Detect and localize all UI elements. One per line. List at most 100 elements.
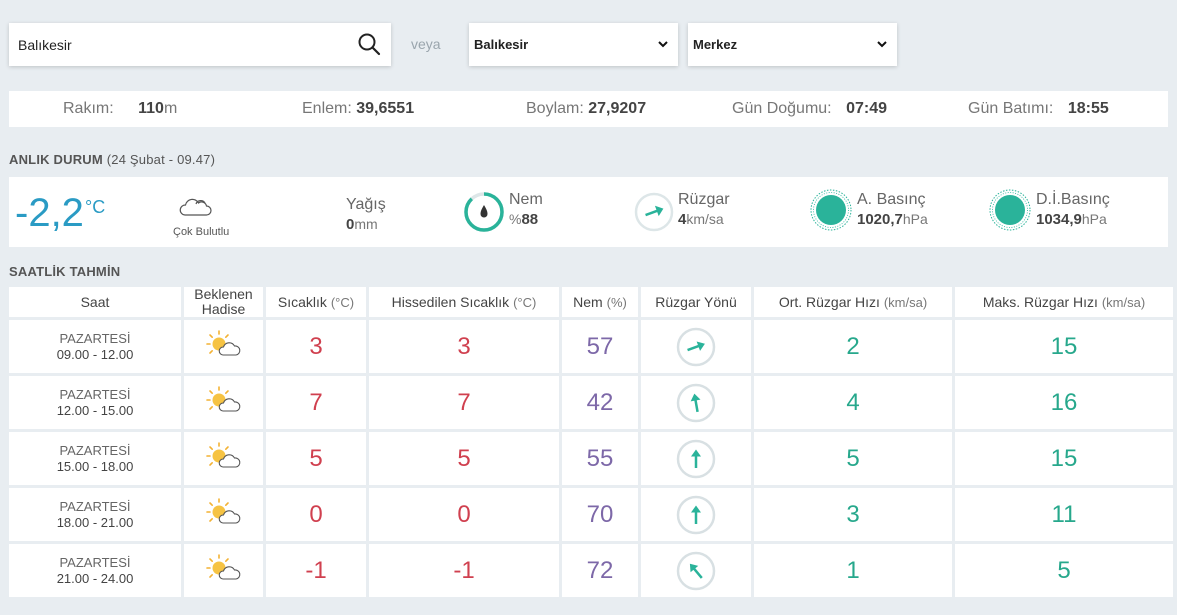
chevron-down-icon xyxy=(877,41,887,48)
event-cell xyxy=(184,488,263,541)
wind-direction-arrow-icon xyxy=(676,439,716,478)
avg-wind-cell: 5 xyxy=(754,432,952,485)
pressure-value: 1020,7hPa xyxy=(857,211,928,228)
humidity-gauge-icon xyxy=(464,192,504,232)
forecast-title: SAATLİK TAHMİN xyxy=(9,264,121,279)
province-select-value: Balıkesir xyxy=(474,37,529,52)
humidity-cell: 57 xyxy=(562,320,638,373)
temperature-cell: 0 xyxy=(266,488,366,541)
wind-value: 4km/sa xyxy=(678,211,724,228)
partly-cloudy-sun-icon xyxy=(205,498,240,524)
col-header-avg-wind: Ort. Rüzgar Hızı (km/sa) xyxy=(754,287,952,317)
day-label: PAZARTESİ xyxy=(59,498,131,514)
time-range: 15.00 - 18.00 xyxy=(56,458,134,474)
longitude: Boylam: 27,9207 xyxy=(526,100,647,117)
sunset: Gün Batımı: 18:55 xyxy=(968,100,1109,117)
cloudy-icon xyxy=(179,198,212,216)
district-select-value: Merkez xyxy=(693,37,738,52)
wind-direction-arrow-icon xyxy=(676,383,716,422)
time-range: 09.00 - 12.00 xyxy=(56,346,134,362)
avg-wind-cell: 4 xyxy=(754,376,952,429)
sea-pressure-gauge-icon xyxy=(989,189,1031,231)
max-wind-cell: 11 xyxy=(955,488,1173,541)
wind-direction-cell xyxy=(641,488,751,541)
col-header-humidity: Nem (%) xyxy=(562,287,638,317)
time-cell: PAZARTESİ 12.00 - 15.00 xyxy=(9,376,181,429)
max-wind-cell: 16 xyxy=(955,376,1173,429)
temperature-cell: 3 xyxy=(266,320,366,373)
col-header-wind-direction: Rüzgar Yönü xyxy=(641,287,751,317)
table-row: PAZARTESİ 09.00 - 12.00 3 3 57 2 15 xyxy=(9,320,1173,373)
wind-direction-cell xyxy=(641,320,751,373)
wind-direction-arrow-icon xyxy=(676,327,716,366)
pressure-label: A. Basınç xyxy=(857,191,926,208)
humidity-label: Nem xyxy=(509,191,543,208)
avg-wind-cell: 1 xyxy=(754,544,952,597)
partly-cloudy-sun-icon xyxy=(205,330,240,356)
or-label: veya xyxy=(411,36,441,52)
search-input[interactable] xyxy=(9,23,348,66)
max-wind-cell: 15 xyxy=(955,432,1173,485)
feels-like-cell: 5 xyxy=(369,432,559,485)
current-date: 24 Şubat - 09.47 xyxy=(111,152,211,167)
col-header-time: Saat xyxy=(9,287,181,317)
feels-like-cell: -1 xyxy=(369,544,559,597)
time-cell: PAZARTESİ 21.00 - 24.00 xyxy=(9,544,181,597)
event-cell xyxy=(184,432,263,485)
temperature-cell: 5 xyxy=(266,432,366,485)
search-icon[interactable] xyxy=(357,32,381,56)
time-cell: PAZARTESİ 18.00 - 21.00 xyxy=(9,488,181,541)
time-range: 21.00 - 24.00 xyxy=(56,570,134,586)
table-row: PAZARTESİ 15.00 - 18.00 5 5 55 5 15 xyxy=(9,432,1173,485)
wind-direction-icon xyxy=(634,192,674,232)
partly-cloudy-sun-icon xyxy=(205,442,240,468)
altitude: Rakım: 110m xyxy=(63,100,178,117)
province-select[interactable]: Balıkesir xyxy=(469,23,678,66)
humidity-cell: 70 xyxy=(562,488,638,541)
wind-direction-cell xyxy=(641,544,751,597)
humidity-cell: 42 xyxy=(562,376,638,429)
rain-value: 0mm xyxy=(346,216,378,233)
max-wind-cell: 5 xyxy=(955,544,1173,597)
temperature-cell: 7 xyxy=(266,376,366,429)
wind-direction-arrow-icon xyxy=(676,551,716,590)
condition-label: Çok Bulutlu xyxy=(173,226,230,238)
sunrise: Gün Doğumu: 07:49 xyxy=(732,100,887,117)
event-cell xyxy=(184,320,263,373)
feels-like-cell: 0 xyxy=(369,488,559,541)
sea-pressure-label: D.İ.Basınç xyxy=(1036,191,1110,208)
current-conditions: -2,2 °C Çok Bulutlu Yağış 0mm Nem %88 Rü… xyxy=(9,177,1168,247)
sea-pressure-value: 1034,9hPa xyxy=(1036,211,1107,228)
humidity-cell: 72 xyxy=(562,544,638,597)
event-cell xyxy=(184,376,263,429)
avg-wind-cell: 2 xyxy=(754,320,952,373)
col-header-temp: Sıcaklık (°C) xyxy=(266,287,366,317)
hourly-forecast-table: Saat Beklenen Hadise Sıcaklık (°C) Hisse… xyxy=(6,284,1176,600)
table-row: PAZARTESİ 21.00 - 24.00 -1 -1 72 1 5 xyxy=(9,544,1173,597)
wind-direction-cell xyxy=(641,376,751,429)
feels-like-cell: 7 xyxy=(369,376,559,429)
day-label: PAZARTESİ xyxy=(59,386,131,402)
time-range: 12.00 - 15.00 xyxy=(56,402,134,418)
time-cell: PAZARTESİ 09.00 - 12.00 xyxy=(9,320,181,373)
pressure-gauge-icon xyxy=(810,189,852,231)
location-info-bar: Rakım: 110m Enlem: 39,6551 Boylam: 27,92… xyxy=(9,91,1168,127)
avg-wind-cell: 3 xyxy=(754,488,952,541)
wind-label: Rüzgar xyxy=(678,191,730,208)
time-cell: PAZARTESİ 15.00 - 18.00 xyxy=(9,432,181,485)
district-select[interactable]: Merkez xyxy=(688,23,897,66)
latitude: Enlem: 39,6551 xyxy=(302,100,415,117)
wind-direction-arrow-icon xyxy=(676,495,716,534)
table-header-row: Saat Beklenen Hadise Sıcaklık (°C) Hisse… xyxy=(9,287,1173,317)
feels-like-cell: 3 xyxy=(369,320,559,373)
day-label: PAZARTESİ xyxy=(59,442,131,458)
day-label: PAZARTESİ xyxy=(59,554,131,570)
partly-cloudy-sun-icon xyxy=(205,554,240,580)
temperature-unit: °C xyxy=(85,197,106,217)
temperature-cell: -1 xyxy=(266,544,366,597)
table-row: PAZARTESİ 18.00 - 21.00 0 0 70 3 11 xyxy=(9,488,1173,541)
table-row: PAZARTESİ 12.00 - 15.00 7 7 42 4 16 xyxy=(9,376,1173,429)
col-header-max-wind: Maks. Rüzgar Hızı (km/sa) xyxy=(955,287,1173,317)
wind-direction-cell xyxy=(641,432,751,485)
rain-label: Yağış xyxy=(346,196,386,213)
